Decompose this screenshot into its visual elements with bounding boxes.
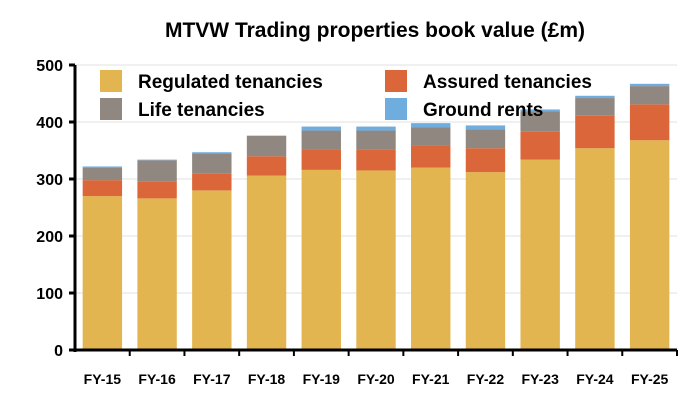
- bar-life-tenancies: [575, 98, 615, 116]
- x-tick-label: FY-22: [467, 371, 505, 387]
- legend-label: Ground rents: [423, 100, 543, 121]
- bar-life-tenancies: [246, 135, 287, 157]
- bar-ground-rents: [356, 126, 396, 131]
- bar-ground-rents: [82, 166, 123, 168]
- bar-ground-rents: [301, 126, 341, 131]
- bar-regulated-tenancies: [575, 148, 615, 350]
- bar-ground-rents: [575, 95, 615, 99]
- y-tick-label: 500: [36, 58, 63, 75]
- bar-regulated-tenancies: [520, 159, 560, 350]
- legend-swatch: [100, 70, 122, 92]
- bar-regulated-tenancies: [192, 190, 232, 350]
- bar-regulated-tenancies: [411, 167, 451, 350]
- bar-life-tenancies: [629, 86, 670, 105]
- y-tick-label: 100: [36, 286, 63, 303]
- x-tick-label: FY-16: [138, 371, 176, 387]
- bar-life-tenancies: [137, 160, 177, 182]
- bar-ground-rents: [137, 159, 177, 161]
- bar-life-tenancies: [411, 127, 451, 146]
- bar-regulated-tenancies: [82, 196, 123, 350]
- bar-ground-rents: [629, 83, 670, 87]
- bar-regulated-tenancies: [465, 172, 506, 350]
- bar-life-tenancies: [82, 167, 123, 181]
- x-tick-label: FY-23: [522, 371, 560, 387]
- bar-regulated-tenancies: [301, 169, 341, 350]
- y-tick-label: 300: [36, 172, 63, 189]
- bar-life-tenancies: [465, 129, 506, 149]
- y-tick-label: 400: [36, 115, 63, 132]
- bar-life-tenancies: [356, 130, 396, 150]
- bar-life-tenancies: [520, 111, 560, 132]
- x-tick-label: FY-15: [84, 371, 122, 387]
- y-tick-label: 0: [54, 343, 63, 360]
- y-tick-label: 200: [36, 229, 63, 246]
- legend-swatch: [385, 98, 407, 120]
- bar-assured-tenancies: [356, 149, 396, 171]
- x-tick-label: FY-19: [303, 371, 341, 387]
- bar-assured-tenancies: [411, 145, 451, 168]
- bar-assured-tenancies: [520, 131, 560, 160]
- legend-label: Regulated tenancies: [138, 72, 323, 93]
- bar-assured-tenancies: [246, 156, 287, 176]
- legend-swatch: [385, 70, 407, 92]
- legend-swatch: [100, 98, 122, 120]
- bar-assured-tenancies: [301, 149, 341, 170]
- bar-regulated-tenancies: [356, 170, 396, 350]
- bar-assured-tenancies: [82, 180, 123, 197]
- legend-label: Life tenancies: [138, 100, 265, 121]
- bar-ground-rents: [411, 123, 451, 128]
- bar-assured-tenancies: [192, 173, 232, 191]
- bar-life-tenancies: [192, 153, 232, 174]
- bar-regulated-tenancies: [137, 198, 177, 350]
- bar-ground-rents: [520, 109, 560, 112]
- bar-life-tenancies: [301, 130, 341, 150]
- bar-regulated-tenancies: [629, 140, 670, 350]
- x-tick-label: FY-24: [576, 371, 614, 387]
- bar-regulated-tenancies: [246, 175, 287, 350]
- legend-label: Assured tenancies: [423, 72, 592, 93]
- bar-assured-tenancies: [575, 115, 615, 149]
- chart-title: MTVW Trading properties book value (£m): [165, 19, 585, 42]
- bar-ground-rents: [192, 152, 232, 154]
- bar-assured-tenancies: [137, 181, 177, 199]
- bar-ground-rents: [465, 125, 506, 130]
- bar-assured-tenancies: [629, 104, 670, 141]
- bar-assured-tenancies: [465, 148, 506, 173]
- x-tick-label: FY-18: [248, 371, 286, 387]
- x-tick-label: FY-17: [193, 371, 231, 387]
- x-tick-label: FY-20: [357, 371, 395, 387]
- x-tick-label: FY-25: [631, 371, 669, 387]
- x-tick-label: FY-21: [412, 371, 450, 387]
